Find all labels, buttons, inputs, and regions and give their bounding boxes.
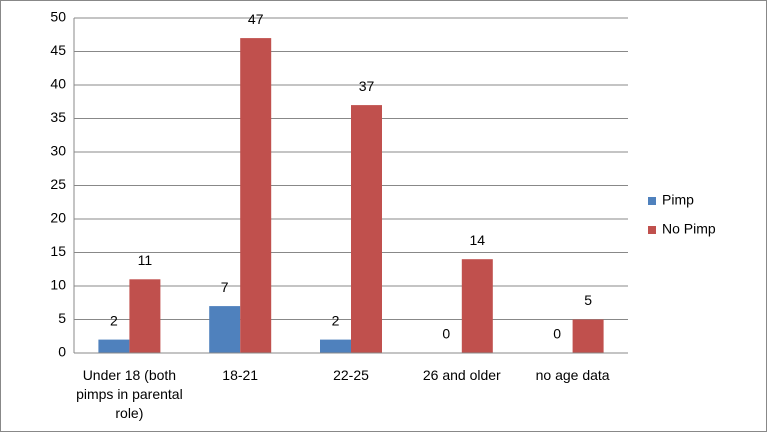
bar bbox=[98, 339, 130, 353]
bar bbox=[129, 279, 161, 353]
x-tick-label: 26 and older bbox=[422, 367, 501, 383]
bar bbox=[240, 38, 272, 353]
bar bbox=[572, 319, 604, 353]
legend-label: No Pimp bbox=[662, 221, 716, 237]
data-label: 11 bbox=[138, 252, 153, 268]
bar bbox=[461, 259, 493, 353]
y-tick-label: 0 bbox=[58, 344, 66, 360]
data-label: 47 bbox=[248, 11, 264, 27]
data-label: 7 bbox=[221, 279, 229, 295]
bar bbox=[209, 306, 241, 353]
y-tick-label: 5 bbox=[58, 310, 66, 326]
data-label: 37 bbox=[359, 78, 375, 94]
x-tick-label: 18-21 bbox=[222, 367, 259, 383]
bar bbox=[351, 105, 382, 353]
data-label: 2 bbox=[110, 312, 118, 328]
legend-label: Pimp bbox=[662, 192, 694, 208]
y-tick-label: 15 bbox=[50, 243, 66, 259]
y-tick-label: 25 bbox=[50, 176, 66, 192]
y-tick-label: 45 bbox=[50, 42, 66, 58]
y-tick-label: 20 bbox=[50, 210, 66, 226]
y-tick-label: 50 bbox=[50, 9, 66, 25]
y-tick-label: 35 bbox=[50, 109, 66, 125]
legend-swatch bbox=[648, 197, 656, 205]
x-tick-label: 22-25 bbox=[333, 367, 369, 383]
data-label: 2 bbox=[332, 312, 340, 328]
x-tick-label: Under 18 (both pimps in parental role) bbox=[76, 367, 183, 421]
y-tick-label: 40 bbox=[50, 76, 66, 92]
data-label: 0 bbox=[442, 326, 450, 342]
legend-swatch bbox=[648, 226, 656, 234]
y-tick-label: 10 bbox=[50, 277, 66, 293]
x-tick-label: no age data bbox=[535, 367, 610, 383]
y-tick-label: 30 bbox=[50, 143, 66, 159]
data-label: 5 bbox=[584, 292, 592, 308]
bar bbox=[320, 339, 351, 353]
data-label: 14 bbox=[470, 232, 486, 248]
data-label: 0 bbox=[553, 326, 561, 342]
